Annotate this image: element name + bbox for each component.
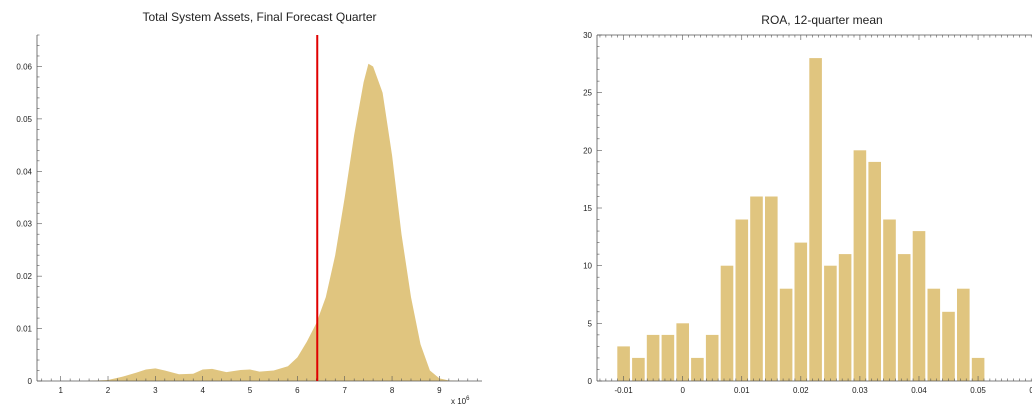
histogram-bar: [617, 346, 630, 381]
histogram-bar: [897, 254, 911, 381]
histogram-bar: [661, 334, 675, 381]
x-tick-label: 2: [106, 386, 111, 395]
y-tick-label: 0.04: [16, 167, 32, 176]
histogram-bar: [691, 357, 704, 381]
right-chart: ROA, 12-quarter mean -0.01 0 0.01 0.02 0.03 0.…: [583, 13, 1032, 395]
y-tick-label: 30: [583, 31, 592, 40]
x-tick-label: 1: [58, 386, 63, 395]
x-tick-label: 8: [390, 386, 395, 395]
x-tick-label: 0.05: [970, 386, 986, 395]
histogram-bar: [794, 242, 808, 381]
y-tick-label: 0.01: [16, 325, 32, 334]
x-multiplier-base: x 10: [451, 397, 467, 406]
histogram-bar: [912, 231, 926, 381]
histogram-bar: [824, 265, 837, 381]
y-tick-label: 20: [583, 146, 592, 155]
x-tick-label: 0.04: [911, 386, 927, 395]
x-tick-label: -0.01: [614, 386, 633, 395]
x-tick-label: 0.06: [1029, 386, 1032, 395]
histogram-bar: [735, 219, 749, 381]
y-tick-label: 10: [583, 262, 592, 271]
histogram-bar: [957, 288, 970, 381]
x-tick-label: 0: [680, 386, 685, 395]
x-tick-label: 0.01: [734, 386, 750, 395]
x-tick-label: 6: [295, 386, 300, 395]
chart-title: Total System Assets, Final Forecast Quar…: [142, 10, 376, 24]
left-chart: Total System Assets, Final Forecast Quar…: [16, 10, 482, 406]
histogram-bar: [838, 254, 852, 381]
x-tick-label: 7: [342, 386, 347, 395]
histogram-bar: [632, 357, 645, 381]
x-tick-label: 3: [153, 386, 158, 395]
y-tick-label: 5: [588, 319, 593, 328]
histogram-bar: [750, 196, 763, 381]
histogram-bar: [853, 150, 867, 381]
x-tick-label: 0.03: [852, 386, 868, 395]
y-tick-label: 0: [588, 377, 593, 386]
y-tick-label: 25: [583, 89, 592, 98]
x-multiplier-exponent: 6: [466, 396, 470, 402]
histogram-bar: [676, 323, 689, 381]
y-tick-label: 0.03: [16, 220, 32, 229]
histogram-bar: [779, 288, 793, 381]
histogram-bar: [971, 357, 985, 381]
histogram-bar: [809, 58, 822, 381]
x-tick-label: 4: [200, 386, 205, 395]
histogram-bar: [720, 265, 734, 381]
histogram-bar: [705, 334, 719, 381]
chart-title: ROA, 12-quarter mean: [761, 13, 882, 27]
density-area: [37, 63, 464, 382]
x-tick-label: 5: [248, 386, 253, 395]
histogram-bar: [942, 311, 955, 381]
x-tick-label: 0.02: [793, 386, 809, 395]
y-tick-label: 0.02: [16, 272, 32, 281]
y-tick-label: 0.05: [16, 115, 32, 124]
x-multiplier-label: x 106: [451, 396, 470, 406]
y-tick-label: 15: [583, 204, 592, 213]
y-tick-label: 0: [28, 377, 33, 386]
y-tick-label: 0.06: [16, 62, 32, 71]
histogram-bar: [883, 219, 896, 381]
histogram-bar: [646, 334, 660, 381]
histogram-bar: [868, 161, 881, 381]
histogram-bar: [927, 288, 941, 381]
x-tick-label: 9: [437, 386, 442, 395]
histogram-bar: [765, 196, 778, 381]
